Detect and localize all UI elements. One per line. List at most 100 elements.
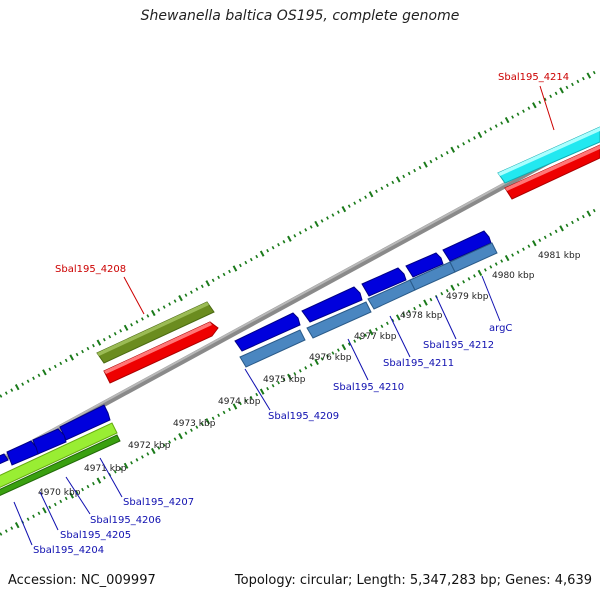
outer-tick-mark (238, 263, 242, 268)
inner-tick-mark (358, 336, 362, 340)
gene-label[interactable]: Sbal195_4212 (423, 340, 494, 351)
outer-tick-mark (146, 314, 150, 318)
inner-tick-mark (232, 403, 238, 410)
gene-label[interactable]: Sbal195_4206 (90, 515, 161, 526)
gene-feature-lime[interactable] (0, 422, 118, 492)
outer-tick-mark (543, 97, 547, 101)
backbone-line (0, 130, 600, 464)
gene-feature-4209[interactable] (234, 312, 301, 352)
cds-feature-4208-shade (104, 322, 212, 374)
outer-tick-mark (217, 275, 221, 280)
outer-tick-mark (59, 361, 63, 366)
bottom-strand-features (0, 230, 498, 500)
outer-tick-mark (462, 142, 466, 146)
outer-tick-mark (4, 391, 8, 395)
inner-tick-mark (413, 306, 417, 311)
gene-label[interactable]: Sbal195_4210 (333, 382, 404, 393)
inner-tick-mark (150, 447, 156, 455)
gene-label-connector (481, 275, 501, 322)
gene-feature-argC[interactable] (449, 242, 498, 273)
outer-tick-mark (473, 136, 476, 140)
inner-tick-mark (326, 354, 329, 358)
inner-tick-mark (255, 392, 259, 397)
outer-tick-mark (467, 139, 471, 143)
inner-tick-mark (314, 358, 319, 366)
outer-tick-mark (395, 176, 401, 183)
inner-tick-mark (516, 250, 520, 254)
outer-tick-mark (429, 159, 433, 164)
gene-label[interactable]: argC (489, 323, 512, 334)
outer-tick-mark (522, 109, 525, 113)
outer-tick-mark (320, 219, 324, 223)
inner-tick-mark (178, 433, 183, 440)
outer-tick-mark (380, 186, 384, 191)
gene-label-connector (13, 501, 33, 546)
inner-tick-mark (113, 470, 117, 474)
gene-feature-4212[interactable] (442, 230, 492, 262)
inner-tick-mark (244, 398, 248, 403)
gene-label[interactable]: Sbal195_4205 (60, 530, 131, 541)
outer-tick-mark (244, 260, 248, 265)
gene-feature-4211[interactable] (361, 267, 407, 297)
inner-tick-mark (162, 443, 166, 447)
outer-tick-mark (69, 354, 74, 361)
gene-feature-4208[interactable] (96, 301, 215, 364)
gene-feature-4210[interactable] (301, 286, 363, 323)
inner-tick-mark (189, 428, 193, 432)
outer-tick-mark (456, 145, 460, 149)
outer-tick-mark (336, 210, 340, 214)
outer-tick-mark (407, 171, 411, 176)
inner-tick-mark (173, 437, 177, 441)
gene-label-connectors (13, 85, 555, 546)
gene-feature-4211b[interactable] (405, 252, 444, 278)
outer-tick-mark (364, 195, 368, 199)
outer-tick-mark (130, 323, 133, 327)
inner-tick-mark (157, 446, 161, 450)
inner-tick-mark (130, 461, 133, 465)
inner-tick-mark (364, 333, 368, 337)
outer-tick-mark (375, 189, 378, 193)
outer-tick-mark (157, 308, 161, 312)
inner-tick-mark (483, 268, 487, 272)
inner-tick-mark (353, 339, 357, 343)
outer-tick-mark (450, 146, 456, 153)
outer-tick-mark (255, 254, 259, 259)
top-strand-features (96, 126, 600, 384)
outer-tick-mark (211, 278, 215, 283)
ruler-tick-label: 4980 kbp (492, 271, 535, 281)
outer-tick-mark (314, 220, 319, 228)
outer-tick-mark (173, 299, 177, 303)
gene-feature-4205[interactable] (6, 440, 39, 466)
outer-tick-mark (108, 335, 112, 339)
gene-feature-4210-rev[interactable] (306, 301, 372, 339)
outer-tick-mark (86, 346, 90, 351)
inner-tick-mark (418, 303, 422, 308)
gene-label[interactable]: Sbal195_4211 (383, 358, 454, 369)
inner-tick-mark (341, 343, 347, 351)
inner-tick-mark (26, 517, 30, 521)
gene-label[interactable]: Sbal195_4214 (498, 72, 569, 83)
inner-tick-mark (135, 458, 139, 462)
inner-tick-mark (336, 348, 340, 352)
gene-feature-4209-rev[interactable] (239, 329, 306, 368)
inner-tick-mark (592, 208, 596, 213)
outer-tick-mark (75, 352, 79, 357)
inner-tick-mark (37, 511, 41, 515)
outer-tick-mark (554, 91, 558, 96)
gene-label[interactable]: Sbal195_4208 (55, 264, 126, 275)
gene-label[interactable]: Sbal195_4207 (123, 497, 194, 508)
outer-tick-mark (511, 115, 515, 119)
gene-feature-4204[interactable] (0, 453, 9, 468)
gene-feature-4214-shade (498, 127, 600, 176)
outer-tick-mark (92, 343, 95, 348)
gene-feature-green[interactable] (0, 434, 121, 500)
gene-label[interactable]: Sbal195_4209 (268, 411, 339, 422)
inner-tick-mark (385, 321, 389, 326)
inner-tick-mark (331, 351, 335, 355)
inner-tick-mark (581, 214, 585, 219)
cds-feature-4208[interactable] (103, 321, 219, 384)
inner-tick-mark (271, 383, 275, 388)
gene-label[interactable]: Sbal195_4204 (33, 545, 104, 556)
outer-tick-mark (571, 82, 574, 87)
outer-tick-mark (184, 293, 188, 297)
